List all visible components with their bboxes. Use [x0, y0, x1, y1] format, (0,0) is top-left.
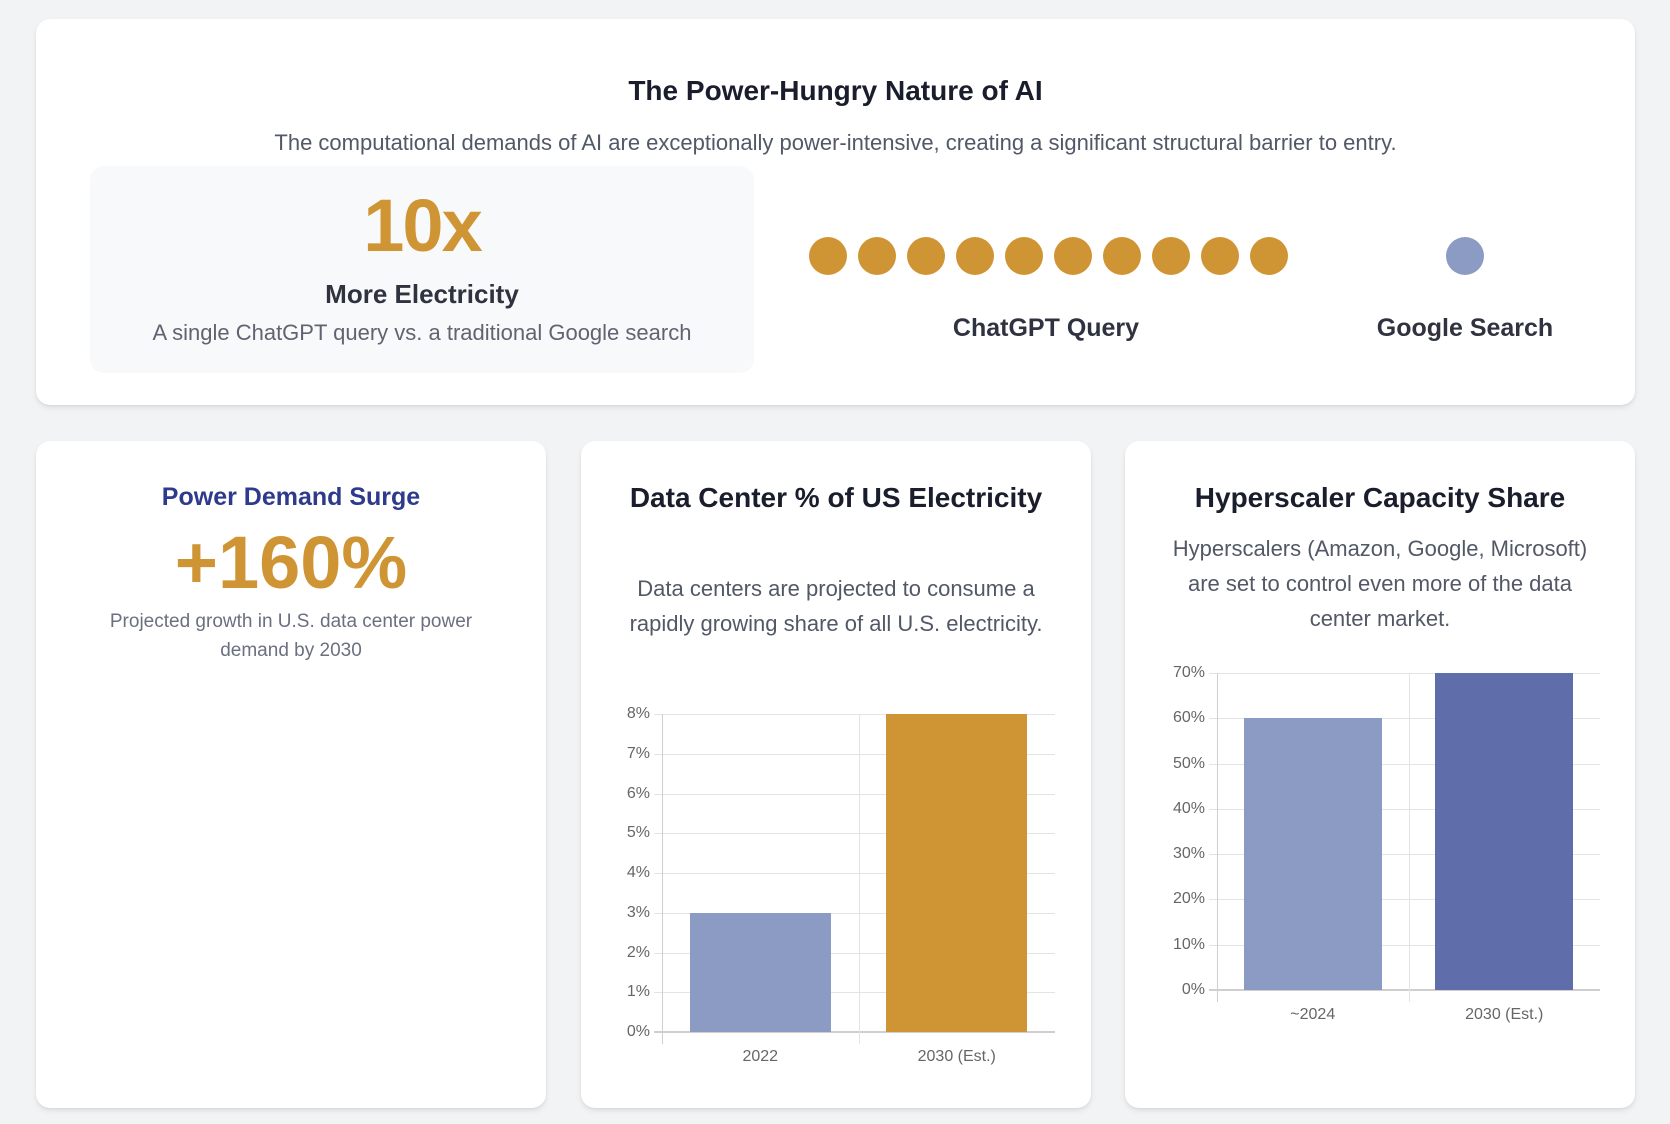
chatgpt-query-label: ChatGPT Query: [952, 314, 1140, 342]
gridline: [1209, 763, 1600, 765]
stat-value: 10x: [363, 184, 482, 267]
bar-2030-est[interactable]: [886, 714, 1028, 1032]
power-demand-title: Power Demand Surge: [161, 483, 421, 511]
power-demand-description: Projected growth in U.S. data center pow…: [109, 611, 473, 661]
gridline: [1209, 854, 1600, 856]
energy-dot-icon: [858, 237, 896, 275]
y-axis-tick-label: 0%: [626, 1023, 650, 1040]
gridline: [654, 793, 1055, 795]
y-axis-tick-label: 7%: [626, 744, 650, 762]
hero-subtitle: The computational demands of AI are exce…: [274, 130, 1397, 155]
y-axis-tick-label: 1%: [626, 983, 650, 1001]
chatgpt-dots: [809, 237, 1288, 275]
gridline: [1209, 808, 1600, 810]
electricity-stat-box: 10x More Electricity A single ChatGPT qu…: [90, 166, 754, 373]
y-axis-tick-label: 20%: [1172, 890, 1205, 908]
category-separator: [858, 714, 860, 1044]
hyperscaler-chart-description: Hyperscalers (Amazon, Google, Microsoft)…: [1172, 536, 1588, 631]
gridline: [654, 1031, 1055, 1033]
energy-dot-icon: [907, 237, 945, 275]
google-dots: [1446, 237, 1484, 275]
energy-dot-icon: [956, 237, 994, 275]
data-center-electricity-card: Data Center % of US Electricity Data cen…: [581, 441, 1091, 1108]
y-axis-tick-label: 40%: [1172, 799, 1205, 817]
power-demand-card: Power Demand Surge +160% Projected growt…: [36, 441, 546, 1108]
gridline: [654, 714, 1055, 715]
stat-description: A single ChatGPT query vs. a traditional…: [152, 320, 692, 345]
x-axis-tick-label: ~2024: [1290, 1006, 1336, 1023]
gridline: [1209, 989, 1600, 991]
stat-label: More Electricity: [325, 279, 519, 309]
energy-dot-icon: [1054, 237, 1092, 275]
y-axis-tick-label: 6%: [626, 784, 650, 802]
hero-title: The Power-Hungry Nature of AI: [628, 75, 1043, 106]
gridline: [1209, 718, 1600, 720]
y-axis-tick-label: 8%: [626, 705, 650, 722]
power-demand-value: +160%: [174, 521, 408, 604]
y-axis-tick-label: 0%: [1181, 981, 1205, 998]
y-axis-tick-label: 50%: [1172, 754, 1205, 772]
bar-2030-est[interactable]: [1435, 673, 1574, 990]
y-axis-tick-label: 10%: [1172, 935, 1205, 953]
y-axis-tick-label: 5%: [626, 824, 650, 842]
google-search-label: Google Search: [1376, 314, 1554, 342]
gridline: [1209, 944, 1600, 946]
y-axis-tick-label: 70%: [1172, 664, 1205, 681]
y-axis-line: [1217, 673, 1218, 1002]
hyperscaler-chart-title: Hyperscaler Capacity Share: [1194, 482, 1566, 513]
gridline: [654, 912, 1055, 914]
gridline: [1209, 673, 1600, 674]
y-axis-tick-label: 60%: [1172, 709, 1205, 727]
gridline: [654, 873, 1055, 874]
energy-dot-icon: [1201, 237, 1239, 275]
x-axis-tick-label: 2030 (Est.): [917, 1048, 996, 1065]
gridline: [654, 753, 1055, 755]
data-center-bar-chart: 0% 1% 2% 3% 4% 5% 6% 7% 8% 2022 2030 (Est.): [627, 705, 1055, 1065]
gridline: [1209, 899, 1600, 901]
energy-dot-icon: [809, 237, 847, 275]
gridline: [654, 833, 1055, 835]
energy-dot-icon: [1103, 237, 1141, 275]
x-axis-tick-label: 2022: [742, 1048, 779, 1065]
y-axis-line: [662, 714, 663, 1044]
hyperscaler-bar-chart: 0% 10% 20% 30% 40% 50% 60% 70% ~2024 2030 (Est.): [1173, 664, 1600, 1023]
hyperscaler-share-card: Hyperscaler Capacity Share Hyperscalers …: [1125, 441, 1635, 1108]
data-center-chart-description: Data centers are projected to consume a …: [629, 576, 1043, 636]
category-separator: [1408, 673, 1410, 1002]
bar-2024[interactable]: [1243, 718, 1382, 990]
y-axis-tick-label: 2%: [626, 943, 650, 961]
gridline: [654, 952, 1055, 954]
y-axis-tick-label: 3%: [626, 903, 650, 921]
hero-card: The Power-Hungry Nature of AI The comput…: [36, 19, 1635, 405]
energy-dot-icon: [1152, 237, 1190, 275]
y-axis-tick-label: 30%: [1172, 845, 1205, 863]
energy-dot-icon: [1005, 237, 1043, 275]
energy-dot-icon: [1250, 237, 1288, 275]
y-axis-tick-label: 4%: [626, 864, 650, 881]
bar-2022[interactable]: [689, 912, 831, 1032]
x-axis-tick-label: 2030 (Est.): [1465, 1006, 1544, 1023]
energy-dot-icon: [1446, 237, 1484, 275]
data-center-chart-title: Data Center % of US Electricity: [629, 482, 1043, 513]
gridline: [654, 992, 1055, 994]
